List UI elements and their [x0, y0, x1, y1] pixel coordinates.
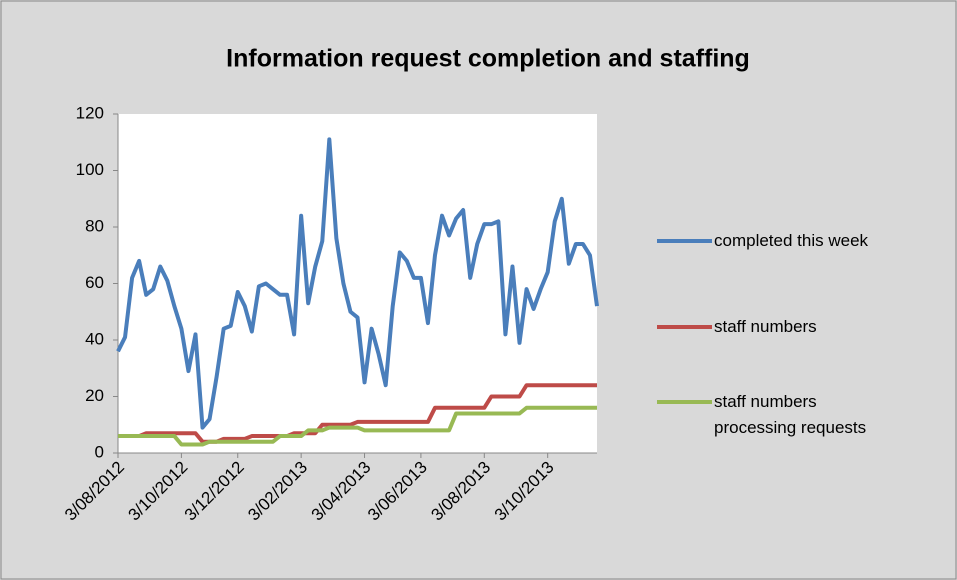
y-tick-label: 40 — [85, 329, 104, 348]
legend-label: staff numbers — [714, 317, 817, 336]
series-line — [118, 383, 597, 444]
y-tick-label: 20 — [85, 386, 104, 405]
y-tick-label: 80 — [85, 216, 104, 235]
plot-area — [118, 114, 597, 453]
chart-title: Information request completion and staff… — [226, 45, 750, 73]
y-tick-label: 60 — [85, 273, 104, 292]
y-tick-label: 0 — [95, 442, 104, 461]
legend-label: staff numbers processing requests — [714, 392, 867, 437]
series-line — [116, 137, 599, 430]
series-line — [118, 405, 597, 447]
y-tick-label: 120 — [76, 103, 104, 122]
y-tick-label: 100 — [76, 160, 104, 179]
legend-label: completed this week — [714, 231, 869, 250]
